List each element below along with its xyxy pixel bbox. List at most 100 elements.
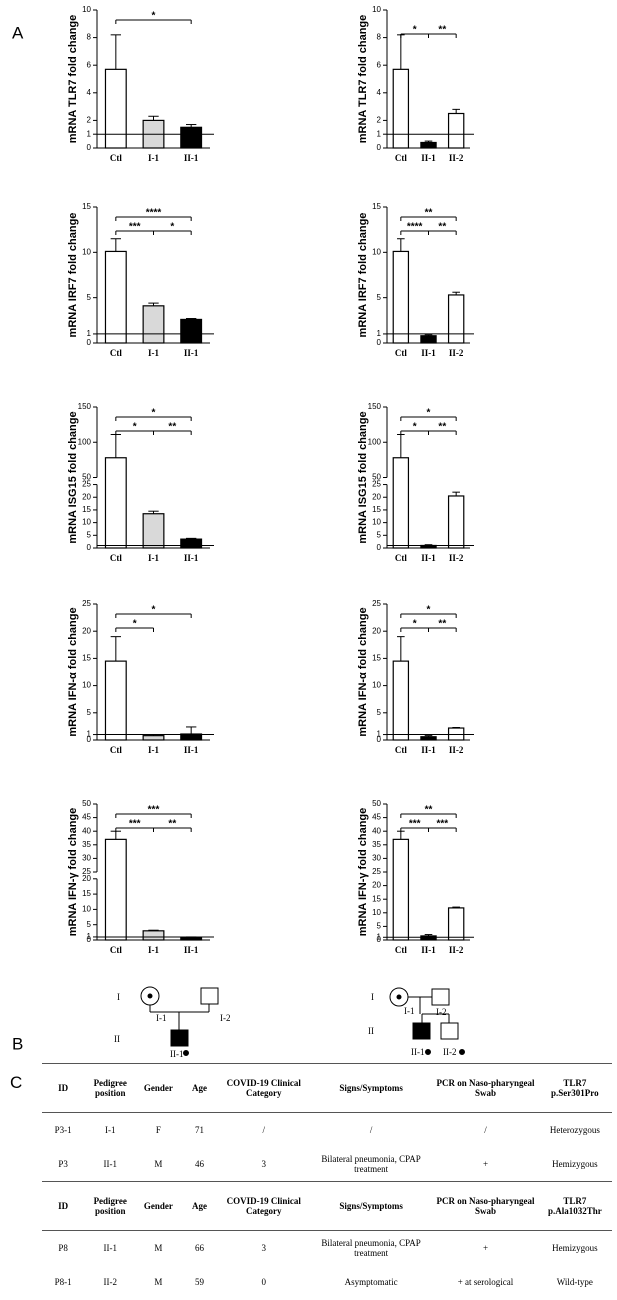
male-symbol bbox=[440, 1022, 459, 1040]
y-tick-label: 20 bbox=[372, 626, 381, 635]
table-row: P3 II-1 M 46 3 Bilateral pneumonia, CPAP trea… bbox=[42, 1147, 612, 1182]
y-tick-label: 25 bbox=[82, 599, 91, 608]
table-cell: Bilateral pneumonia, CPAP treatment bbox=[321, 1238, 421, 1258]
header-cell: ID bbox=[42, 1181, 85, 1231]
y-tick-label: 1 bbox=[377, 932, 382, 941]
bar bbox=[447, 727, 465, 741]
generation-label: I bbox=[117, 992, 120, 1002]
table: ID Pedigree position Gender Age COVID-19 Cli… bbox=[42, 1063, 612, 1299]
y-tick-label: 50 bbox=[372, 799, 381, 808]
header-cell: PCR on Naso-pharyngeal Swab bbox=[433, 1063, 538, 1113]
x-tick-label: Ctl bbox=[395, 153, 407, 163]
header-cell: TLR7 p.Ala1032Thr bbox=[537, 1181, 612, 1231]
member-label: I-2 bbox=[436, 1007, 447, 1017]
x-tick-label: II-2 bbox=[449, 553, 464, 563]
significance-label: * bbox=[152, 408, 156, 419]
panel-label: B bbox=[12, 1034, 23, 1053]
x-tick-label: I-1 bbox=[148, 745, 159, 755]
pedigree bbox=[140, 986, 219, 1056]
table-cell: II-2 bbox=[103, 1277, 117, 1287]
x-tick-label: II-1 bbox=[184, 153, 199, 163]
significance-label: ** bbox=[168, 422, 176, 433]
y-tick-label: 10 bbox=[82, 518, 91, 527]
y-tick-label: 5 bbox=[87, 293, 92, 302]
y-tick-label: 0 bbox=[87, 543, 92, 552]
y-tick-label: 35 bbox=[372, 840, 381, 849]
proband-dot bbox=[183, 1050, 189, 1056]
panel-label: A bbox=[12, 23, 24, 42]
table-cell: / bbox=[484, 1125, 487, 1135]
y-tick-label: 25 bbox=[82, 480, 91, 489]
x-tick-label: Ctl bbox=[395, 553, 407, 563]
y-tick-label: 5 bbox=[87, 708, 92, 717]
x-tick-label: Ctl bbox=[395, 945, 407, 955]
x-tick-label: Ctl bbox=[110, 348, 122, 358]
y-axis-label: mRNA IRF7 fold change bbox=[67, 213, 79, 338]
member-label: I-1 bbox=[156, 1013, 167, 1023]
table-cell: 3 bbox=[261, 1159, 266, 1169]
y-tick-label: 15 bbox=[82, 889, 91, 898]
y-axis-label: mRNA TLR7 fold change bbox=[67, 15, 79, 144]
table-cell: M bbox=[154, 1277, 163, 1287]
y-tick-label: 5 bbox=[87, 530, 92, 539]
y-tick-label: 0 bbox=[377, 735, 382, 744]
header-cell: Pedigree position bbox=[84, 1063, 137, 1113]
significance-label: * bbox=[413, 25, 417, 36]
y-tick-label: 25 bbox=[372, 480, 381, 489]
x-tick-label: Ctl bbox=[395, 348, 407, 358]
bar bbox=[104, 68, 127, 149]
table-cell: Wild-type bbox=[556, 1277, 593, 1287]
x-tick-label: Ctl bbox=[395, 745, 407, 755]
x-tick-label: Ctl bbox=[110, 945, 122, 955]
bar bbox=[447, 112, 465, 149]
figure: A B I II I-1 I-2 II-1 I II I-1 I-2 II-1 … bbox=[12, 5, 474, 1059]
y-tick-label: 4 bbox=[87, 88, 92, 97]
y-tick-label: 5 bbox=[377, 293, 382, 302]
member-label: II-2 bbox=[443, 1047, 457, 1057]
significance-label: ** bbox=[168, 819, 176, 830]
table-cell: 59 bbox=[195, 1277, 205, 1287]
y-tick-label: 20 bbox=[372, 881, 381, 890]
x-tick-label: II-2 bbox=[449, 945, 464, 955]
y-axis-label: mRNA ISG15 fold change bbox=[357, 411, 369, 543]
y-tick-label: 25 bbox=[372, 599, 381, 608]
member-label: II-1 bbox=[411, 1047, 425, 1057]
generation-label: I bbox=[371, 992, 374, 1002]
y-tick-label: 0 bbox=[377, 935, 382, 944]
bar bbox=[180, 733, 203, 741]
x-tick-label: I-1 bbox=[148, 348, 159, 358]
y-tick-label: 0 bbox=[377, 143, 382, 152]
member-label: I-1 bbox=[404, 1006, 415, 1016]
table-cell: F bbox=[155, 1125, 161, 1135]
table-cell: P3 bbox=[58, 1159, 68, 1169]
bar bbox=[142, 513, 165, 549]
y-tick-label: 5 bbox=[87, 920, 92, 929]
table-cell: Hemizygous bbox=[552, 1159, 598, 1169]
header-cell: COVID-19 Clinical Category bbox=[218, 1181, 309, 1231]
y-tick-label: 25 bbox=[82, 867, 91, 876]
significance-label: *** bbox=[148, 805, 160, 816]
y-tick-label: 35 bbox=[82, 840, 91, 849]
table-cell: Bilateral pneumonia, CPAP treatment bbox=[321, 1154, 421, 1174]
x-tick-label: II-1 bbox=[421, 553, 436, 563]
y-tick-label: 150 bbox=[78, 402, 92, 411]
header-cell: COVID-19 Clinical Category bbox=[218, 1063, 309, 1113]
header-cell: PCR on Naso-pharyngeal Swab bbox=[433, 1181, 538, 1231]
y-tick-label: 4 bbox=[377, 88, 382, 97]
header-cell: Signs/Symptoms bbox=[308, 1181, 434, 1231]
y-tick-label: 15 bbox=[372, 505, 381, 514]
x-tick-label: I-1 bbox=[148, 553, 159, 563]
x-tick-label: Ctl bbox=[110, 153, 122, 163]
table-cell: I-1 bbox=[104, 1125, 116, 1135]
header-cell: Gender bbox=[136, 1181, 181, 1231]
table-cell: + bbox=[482, 1159, 489, 1169]
bar bbox=[420, 736, 437, 741]
panel-label: C bbox=[10, 1073, 23, 1092]
bar bbox=[180, 937, 203, 941]
header-cell: Age bbox=[180, 1181, 219, 1231]
x-tick-label: I-1 bbox=[148, 945, 159, 955]
y-tick-label: 10 bbox=[82, 905, 91, 914]
x-tick-label: Ctl bbox=[110, 553, 122, 563]
table-cell: 66 bbox=[195, 1243, 205, 1253]
y-tick-label: 15 bbox=[372, 894, 381, 903]
